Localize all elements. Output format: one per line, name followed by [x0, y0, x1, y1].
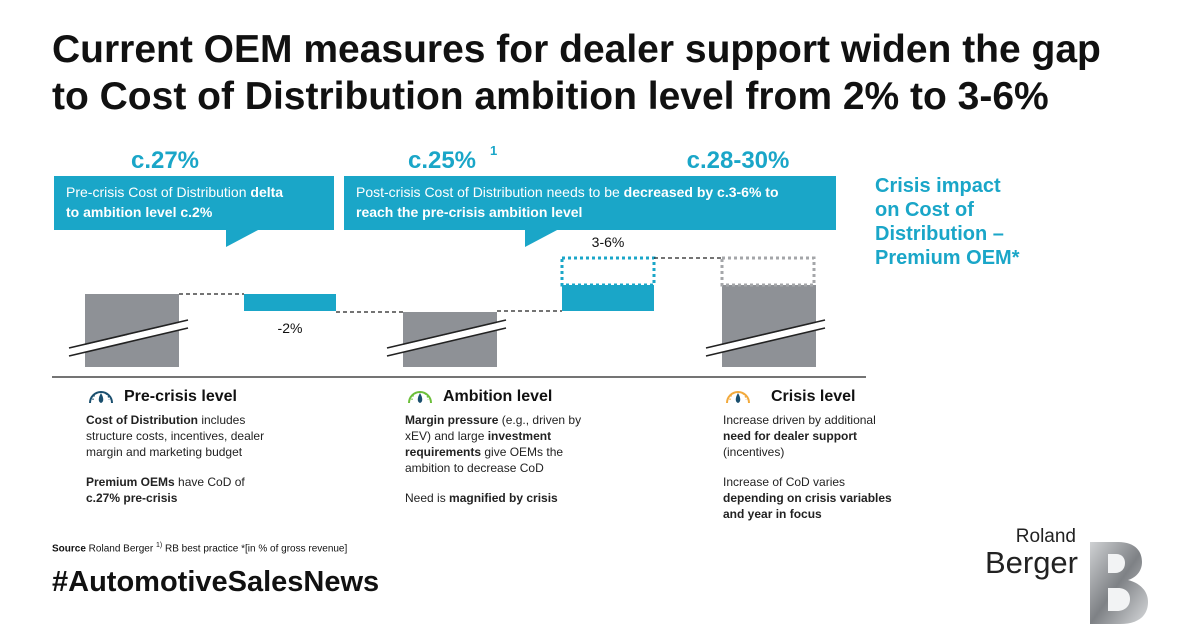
- crisis-paragraph-2: Increase of CoD varies depending on cris…: [723, 474, 903, 522]
- pre-crisis-p1-text: includes structure costs, incentives, de…: [86, 413, 265, 459]
- footnote-mark: 1: [490, 143, 497, 158]
- logo-b-mark: [1090, 542, 1148, 624]
- ambition-p2-text: Need is: [405, 491, 450, 505]
- big-label-pre-crisis: c.27%: [131, 147, 199, 174]
- pre-crisis-p2-text: have CoD of: [174, 475, 245, 489]
- callout-right: Post-crisis Cost of Distribution needs t…: [344, 176, 836, 230]
- crisis-p1-text-2: (incentives): [723, 445, 785, 459]
- side-label-line-1: Crisis impact: [875, 175, 1001, 197]
- callout-right-bold-2: reach the pre-crisis ambition level: [356, 204, 583, 220]
- range-box-increase: [560, 256, 656, 287]
- page-title: Current OEM measures for dealer support …: [52, 26, 1152, 120]
- ambition-paragraph-2: Need is magnified by crisis: [405, 490, 595, 506]
- bar-delta-increase: [562, 285, 654, 311]
- delta-label-range: 3-6%: [592, 234, 625, 250]
- section-body-crisis: Increase driven by additional need for d…: [723, 412, 903, 536]
- gauge-icon: [726, 391, 750, 404]
- big-label-crisis: c.28-30%: [687, 147, 790, 174]
- logo-text-roland: Roland: [1015, 526, 1076, 547]
- side-label-line-3: Distribution –: [875, 223, 1004, 245]
- callout-right-text: Post-crisis Cost of Distribution needs t…: [356, 184, 624, 200]
- source-text: Roland Berger: [85, 543, 154, 555]
- big-label-ambition: c.25%: [408, 147, 476, 174]
- pre-crisis-p1-bold: Cost of Distribution: [86, 413, 198, 427]
- callout-right-tail: [525, 229, 559, 247]
- pre-crisis-paragraph-1: Cost of Distribution includes structure …: [86, 412, 266, 460]
- crisis-p2-bold: depending on crisis variables and year i…: [723, 491, 892, 521]
- source-footnote-text: RB best practice *[in % of gross revenue…: [162, 543, 348, 555]
- section-title-pre-crisis: Pre-crisis level: [124, 388, 237, 405]
- axis-break-pre-crisis: [68, 319, 189, 357]
- section-title-ambition: Ambition level: [443, 388, 553, 405]
- callout-left-tail: [226, 229, 260, 247]
- section-title-crisis: Crisis level: [771, 388, 856, 405]
- ambition-p2-bold: magnified by crisis: [449, 491, 558, 505]
- crisis-p2-text: Increase of CoD varies: [723, 475, 846, 489]
- axis-break-ambition: [386, 319, 507, 357]
- source-footnote-mark: 1): [155, 542, 163, 549]
- gauge-icon: [89, 391, 113, 404]
- callout-left-text: Pre-crisis Cost of Distribution: [66, 184, 251, 200]
- pre-crisis-p2-bold-2: c.27% pre-crisis: [86, 491, 178, 505]
- logo-text-berger: Berger: [984, 545, 1078, 580]
- source-label: Source: [52, 543, 86, 555]
- crisis-p1-bold: need for dealer support: [723, 429, 858, 443]
- callout-right-bold-1: decreased by c.3-6% to: [623, 184, 779, 200]
- ambition-paragraph-1: Margin pressure (e.g., driven by xEV) an…: [405, 412, 595, 476]
- delta-label-minus: -2%: [278, 320, 303, 336]
- side-label: Crisis impact on Cost of Distribution – …: [875, 174, 1075, 270]
- title-line-2: to Cost of Distribution ambition level f…: [52, 75, 1049, 118]
- bar-delta-decrease: [244, 294, 336, 311]
- hashtag: #AutomotiveSalesNews: [52, 566, 380, 598]
- pre-crisis-paragraph-2: Premium OEMs have CoD of c.27% pre-crisi…: [86, 474, 266, 506]
- callout-left: Pre-crisis Cost of Distribution delta to…: [54, 176, 334, 230]
- ambition-p1-bold-2: investment requirements: [405, 429, 552, 459]
- callout-left-bold-2: to ambition level c.2%: [66, 204, 213, 220]
- ambition-p1-text-2: give OEMs the ambition to decrease CoD: [405, 445, 564, 475]
- section-body-pre-crisis: Cost of Distribution includes structure …: [86, 412, 266, 520]
- title-line-1: Current OEM measures for dealer support …: [52, 28, 1101, 71]
- callout-left-bold-1: delta: [250, 184, 284, 200]
- range-box-crisis: [720, 256, 816, 287]
- pre-crisis-p2-bold-1: Premium OEMs: [86, 475, 175, 489]
- ambition-p1-bold-1: Margin pressure: [405, 413, 499, 427]
- ambition-p1-text-1: (e.g., driven by xEV) and large: [405, 413, 582, 443]
- section-body-ambition: Margin pressure (e.g., driven by xEV) an…: [405, 412, 595, 520]
- gauge-icon: [408, 391, 432, 404]
- side-label-line-4: Premium OEM*: [875, 247, 1020, 269]
- crisis-p1-text-1: Increase driven by additional: [723, 413, 876, 427]
- side-label-line-2: on Cost of: [875, 199, 974, 221]
- axis-break-crisis: [705, 319, 826, 357]
- source-note: Source Roland Berger 1) RB best practice…: [52, 542, 347, 554]
- crisis-paragraph-1: Increase driven by additional need for d…: [723, 412, 903, 460]
